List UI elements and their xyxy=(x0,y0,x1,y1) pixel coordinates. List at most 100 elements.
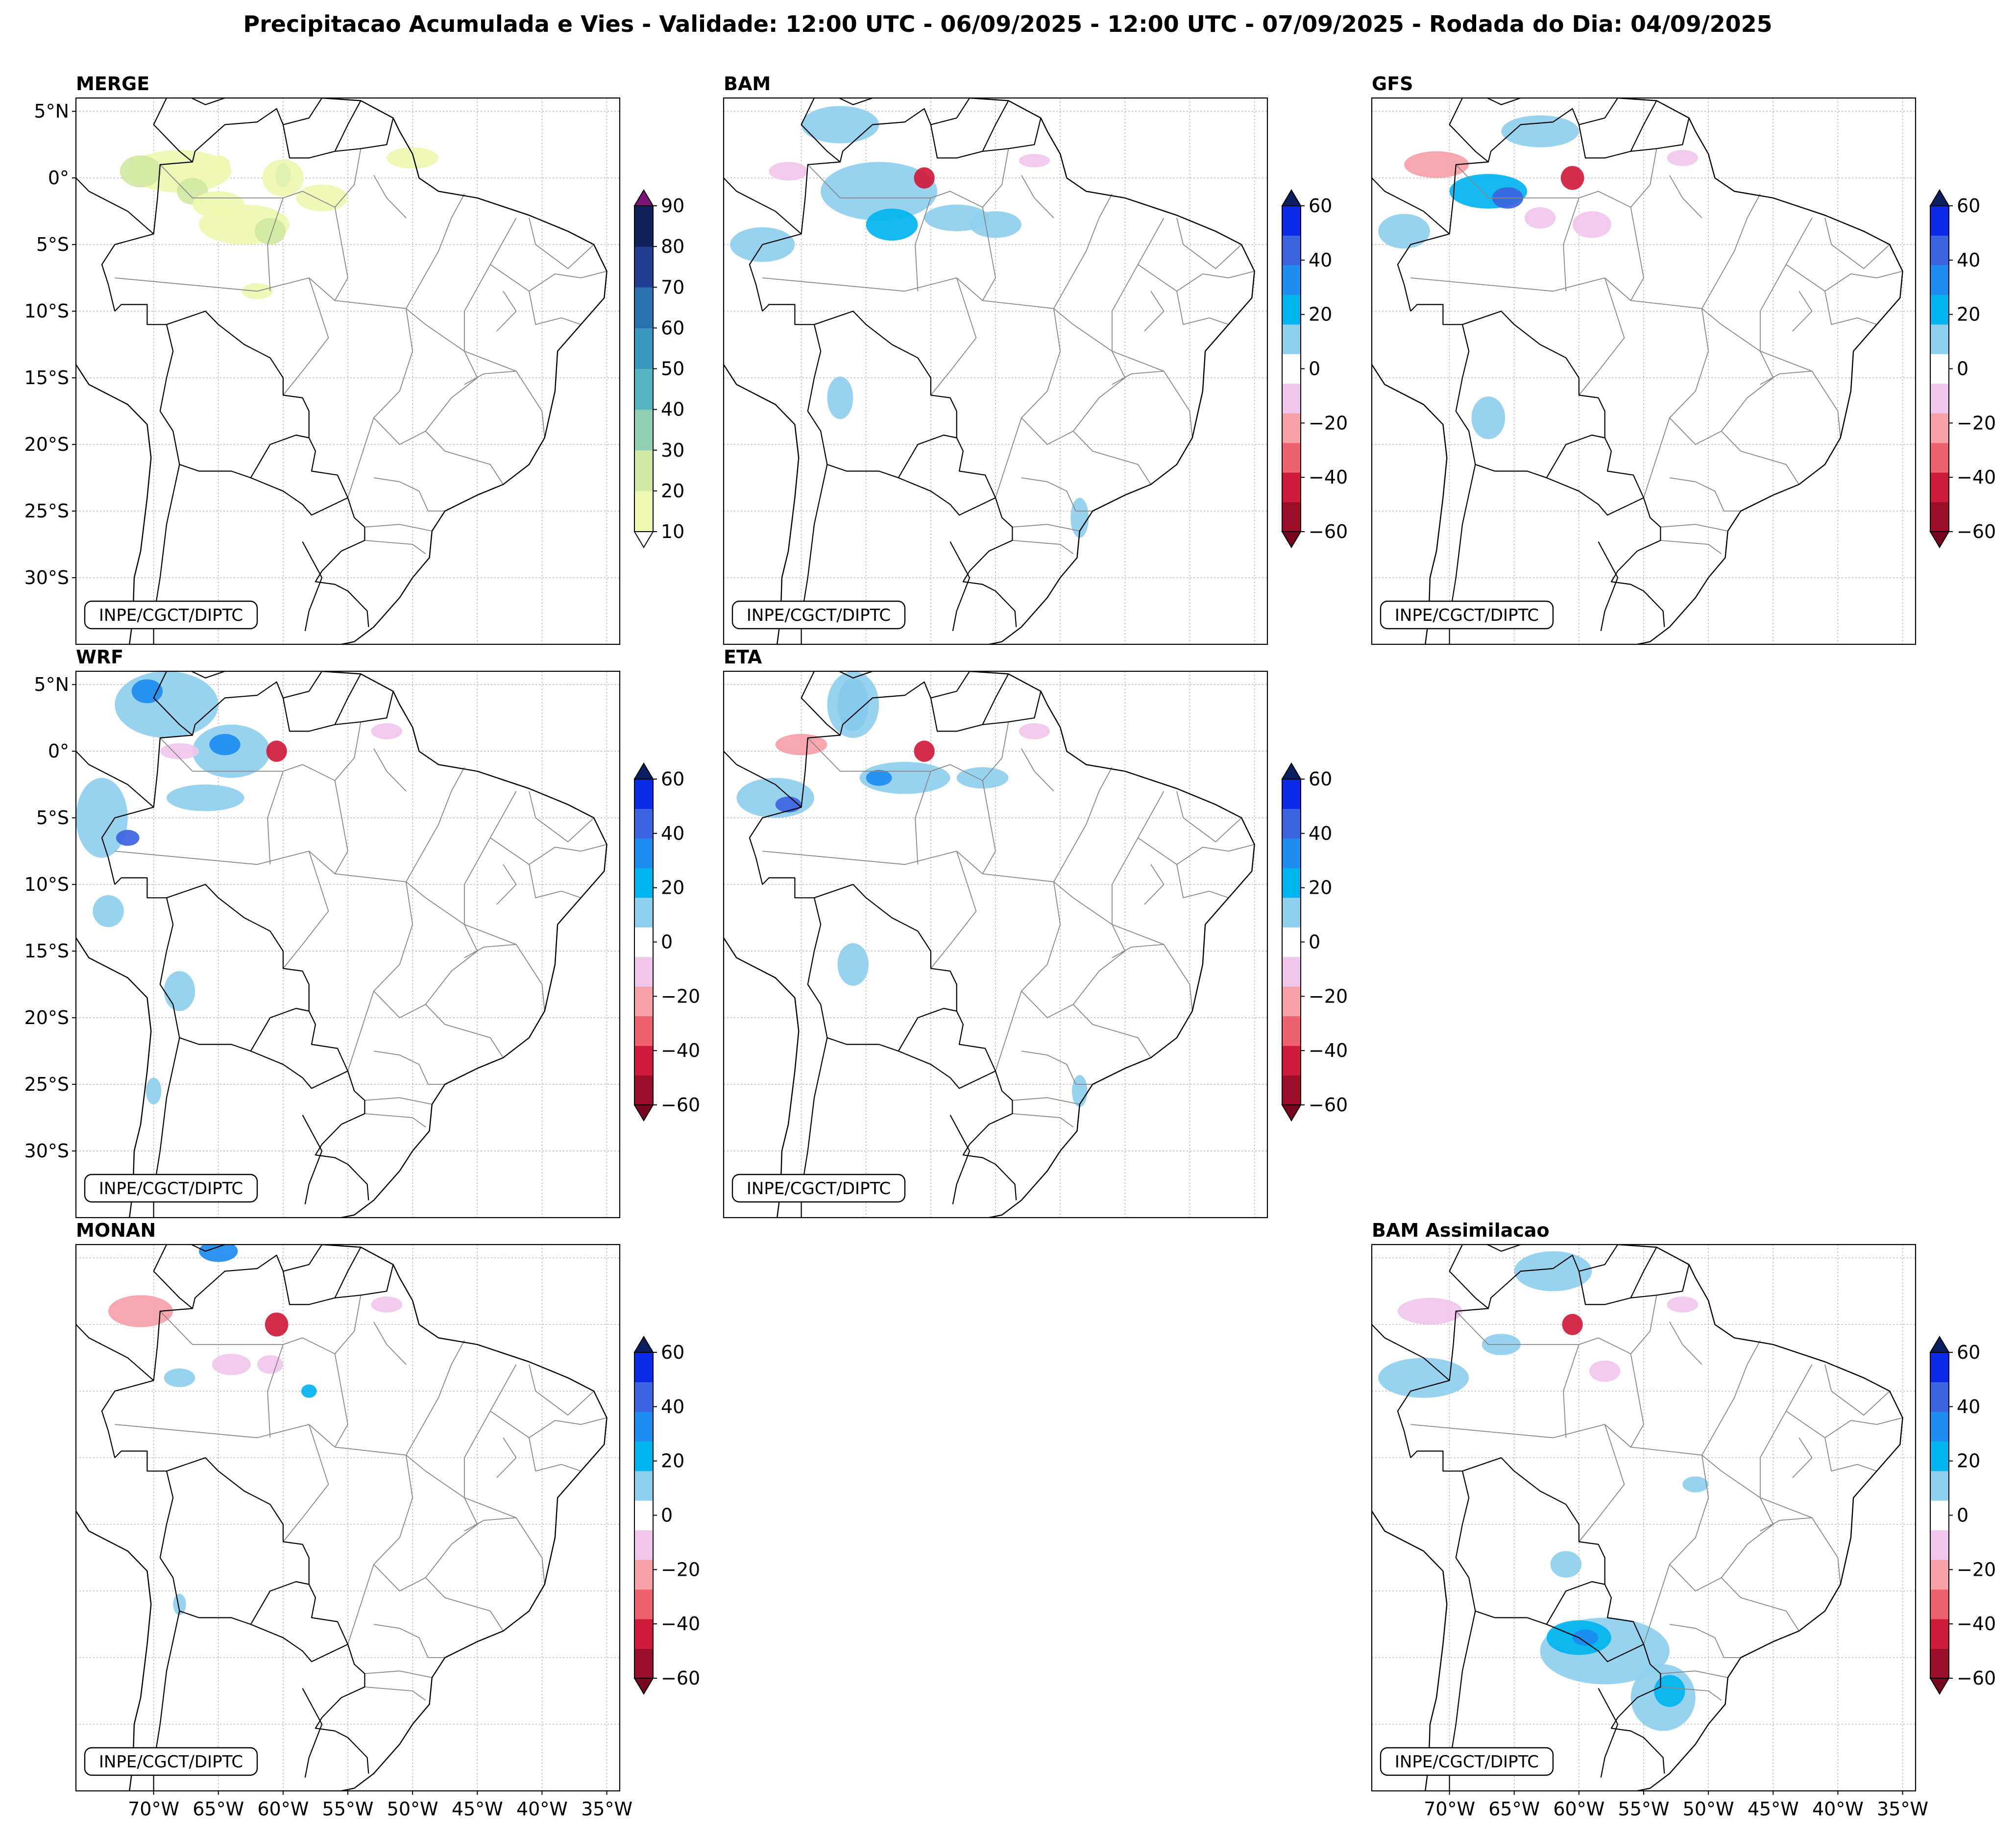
colorbar-tick-label: 60 xyxy=(661,317,684,339)
data-cell xyxy=(956,767,1009,789)
data-cell xyxy=(1471,396,1506,440)
colorbar-segment xyxy=(634,808,653,839)
panel-title-bam: BAM xyxy=(724,73,771,95)
data-cell xyxy=(93,895,124,928)
data-cell xyxy=(821,162,938,221)
field-bam-assimilacao xyxy=(1378,1251,1709,1731)
credit-label: INPE/CGCT/DIPTC xyxy=(731,600,906,630)
data-cell xyxy=(296,184,348,212)
data-cell xyxy=(801,106,879,144)
colorbar-segment xyxy=(1930,502,1949,532)
colorbar-segment xyxy=(1930,413,1949,443)
data-cell xyxy=(120,155,162,188)
lat-tick-label: 10°S xyxy=(24,300,69,322)
colorbar-tick-label: −40 xyxy=(1957,1613,1996,1635)
panel-gfs: GFS INPE/CGCT/DIPTC 60 40 20 0 −20 −40 −60 xyxy=(1371,73,1996,645)
credit-text: INPE/CGCT/DIPTC xyxy=(99,1752,243,1772)
credit-text: INPE/CGCT/DIPTC xyxy=(747,606,891,625)
colorbar-segment xyxy=(1930,265,1949,295)
colorbar-tick-label: 0 xyxy=(1957,1505,1968,1526)
colorbar-tick-label: 0 xyxy=(1309,358,1320,380)
colorbar-segment xyxy=(634,1441,653,1471)
lat-tick-label: 5°N xyxy=(34,674,69,695)
colorbar-segment xyxy=(634,1500,653,1531)
gridlines xyxy=(76,1245,620,1791)
colorbar-segment xyxy=(1282,808,1301,839)
colorbar-segment xyxy=(1930,1441,1949,1471)
data-cell xyxy=(1524,207,1556,229)
data-cell xyxy=(1667,150,1698,166)
data-cell xyxy=(1572,211,1611,238)
boundaries xyxy=(724,98,1255,644)
colorbar-tick-label: 20 xyxy=(1309,877,1332,899)
panel-eta: ETA INPE/CGCT/DIPTC 60 40 20 0 −20 −40 −60 xyxy=(723,646,1348,1219)
colorbar-tick-label: 30 xyxy=(661,440,684,461)
panel-title-gfs: GFS xyxy=(1372,73,1413,95)
data-cell xyxy=(775,796,802,813)
colorbar-segment xyxy=(634,868,653,898)
credit-label: INPE/CGCT/DIPTC xyxy=(1380,600,1554,630)
colorbar-segment xyxy=(1282,1075,1301,1105)
boundaries xyxy=(724,671,1255,1218)
panel-bam-assimilacao: BAM Assimilacao INPE/CGCT/DIPTC 70°W 65°W 60… xyxy=(1371,1220,1996,1820)
colorbar-tick-label: −60 xyxy=(661,1094,700,1116)
colorbar-tick-label: 60 xyxy=(661,768,684,790)
figure-title: Precipitacao Acumulada e Vies - Validade… xyxy=(243,11,1772,37)
colorbar-segment xyxy=(634,450,653,491)
colorbar-segment xyxy=(634,956,653,987)
field-bam xyxy=(730,106,1089,538)
data-cell xyxy=(262,159,304,197)
lat-tick-label: 15°S xyxy=(24,940,69,962)
colorbar-segment xyxy=(1930,1500,1949,1531)
lon-tick-label: 55°W xyxy=(1618,1798,1670,1820)
data-cell xyxy=(1562,1314,1583,1335)
data-cell xyxy=(146,1077,162,1104)
panel-title-monan: MONAN xyxy=(76,1220,156,1241)
boundaries xyxy=(76,671,607,1218)
credit-text: INPE/CGCT/DIPTC xyxy=(99,1179,243,1198)
colorbar-tick-label: −40 xyxy=(661,1040,700,1061)
colorbar-tick-label: −40 xyxy=(1309,466,1348,488)
colorbar-segment xyxy=(1930,1352,1949,1382)
panel-monan: MONAN INPE/CGCT/DIPTC 70°W 65°W 60°W 55°W 50°W… xyxy=(75,1220,700,1820)
colorbar-segment xyxy=(634,1530,653,1560)
lat-tick-label: 0° xyxy=(48,740,69,762)
lon-tick-label: 60°W xyxy=(257,1798,309,1820)
boundaries xyxy=(76,98,607,644)
boundaries xyxy=(1372,1245,1903,1791)
colorbar-tick-label: −20 xyxy=(1957,1559,1996,1580)
colorbar-segment xyxy=(1930,1411,1949,1442)
data-cell xyxy=(859,761,950,794)
colorbar-tick-label: 20 xyxy=(661,480,684,502)
data-cell xyxy=(1501,115,1579,147)
map-wrf xyxy=(76,671,620,1218)
colorbar-segment xyxy=(1282,956,1301,987)
map-gfs xyxy=(1372,98,1916,644)
data-cell xyxy=(167,784,244,811)
data-cell xyxy=(1397,1297,1462,1325)
credit-label: INPE/CGCT/DIPTC xyxy=(84,600,258,630)
credit-text: INPE/CGCT/DIPTC xyxy=(1395,606,1539,625)
colorbar-tick-label: −40 xyxy=(661,1613,700,1635)
colorbar-tick-label: 0 xyxy=(661,1505,673,1526)
lon-tick-label: 35°W xyxy=(581,1798,632,1820)
colorbar-tick-label: −60 xyxy=(1309,521,1348,542)
data-cell xyxy=(266,740,287,762)
lon-tick-label: 60°W xyxy=(1553,1798,1604,1820)
colorbar-tick-label: 60 xyxy=(1309,768,1332,790)
data-cell xyxy=(1682,1476,1709,1492)
panel-wrf: WRF INPE/CGCT/DIPTC 5°N 0° 5°S 10°S 15°S 20°S 25… xyxy=(24,646,700,1219)
colorbar-segment xyxy=(1282,986,1301,1017)
colorbar-segment xyxy=(1930,1470,1949,1501)
colorbar-segment xyxy=(634,368,653,410)
data-cell xyxy=(1070,497,1089,538)
credit-label: INPE/CGCT/DIPTC xyxy=(1380,1747,1554,1776)
colorbar-merge: 10 20 30 40 50 60 70 80 90 xyxy=(633,189,684,548)
data-cell xyxy=(837,943,869,986)
colorbar-tick-label: −40 xyxy=(1957,466,1996,488)
data-cell xyxy=(387,147,439,169)
colorbar-tick-label: 70 xyxy=(661,276,684,298)
colorbar-segment xyxy=(634,1075,653,1105)
colorbar-segment xyxy=(634,1648,653,1679)
